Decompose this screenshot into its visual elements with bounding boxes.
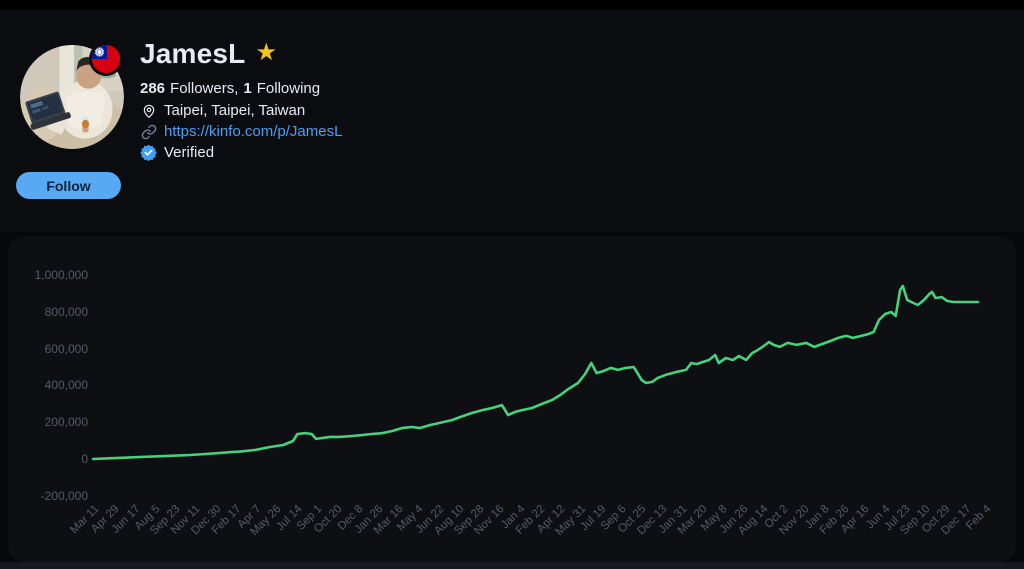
followers-row: 286 Followers, 1 Following <box>140 80 320 97</box>
following-count: 1 <box>243 80 252 97</box>
followers-label: Followers, <box>170 80 239 97</box>
location-text: Taipei, Taipei, Taiwan <box>164 102 306 119</box>
following-label: Following <box>256 80 321 97</box>
profile-header <box>0 10 1024 232</box>
avatar-wrap <box>20 42 124 149</box>
location-pin-icon <box>140 102 157 119</box>
verified-row: Verified <box>140 144 214 161</box>
link-icon <box>140 123 157 140</box>
followers-text: 286 Followers, 1 Following <box>140 80 320 97</box>
bottom-strip <box>0 562 1024 569</box>
y-tick-label: 400,000 <box>44 378 88 393</box>
y-tick-label: -200,000 <box>40 488 88 503</box>
star-icon: ★ <box>255 39 278 66</box>
profile-url-link[interactable]: https://kinfo.com/p/JamesL <box>164 123 343 140</box>
followers-count: 286 <box>140 80 166 97</box>
y-tick-label: 200,000 <box>44 415 88 430</box>
y-tick-label: 600,000 <box>44 341 88 356</box>
link-row: https://kinfo.com/p/JamesL <box>140 123 342 140</box>
profile-name: JamesL <box>140 38 246 69</box>
verified-badge-icon <box>140 144 157 161</box>
y-tick-label: 1,000,000 <box>34 268 88 282</box>
location-row: Taipei, Taipei, Taiwan <box>140 102 305 119</box>
name-row: JamesL ★ <box>140 38 277 70</box>
follow-button[interactable]: Follow <box>16 172 121 199</box>
verified-text: Verified <box>164 144 215 161</box>
y-tick-label: 800,000 <box>44 304 88 319</box>
y-tick-label: 0 <box>81 452 88 466</box>
taiwan-flag-icon <box>89 42 123 76</box>
top-strip <box>0 0 1024 10</box>
